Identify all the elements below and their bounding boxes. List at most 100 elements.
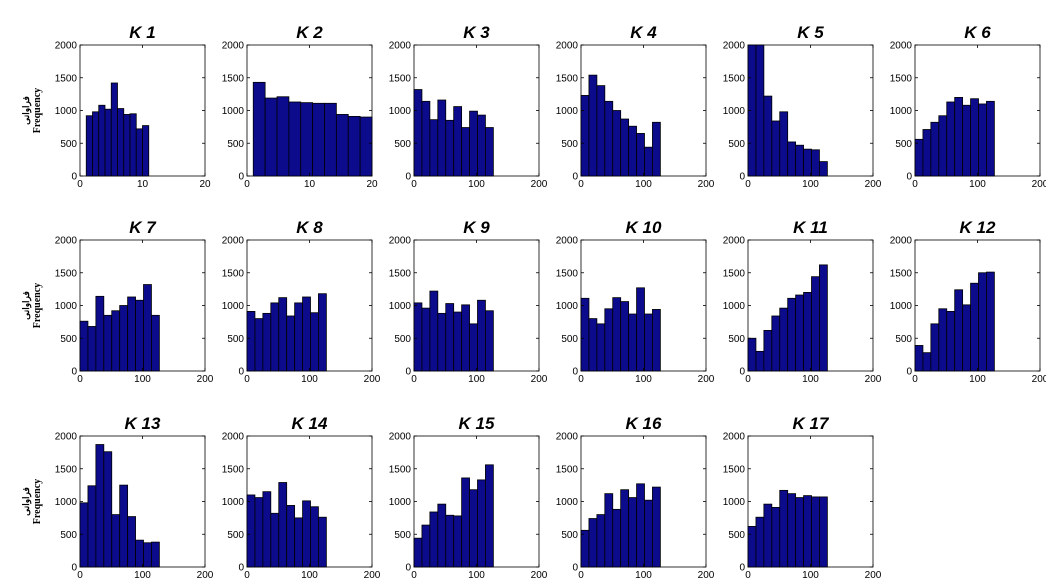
histogram-bar	[413, 302, 423, 372]
panel-title: K 6	[964, 23, 991, 42]
histogram-bar	[324, 102, 337, 177]
histogram-bar	[143, 542, 152, 568]
panel-title: K 9	[463, 218, 490, 237]
histogram-bar	[986, 100, 995, 177]
histogram-bar	[644, 146, 653, 177]
x-tick-label: 200	[865, 374, 882, 385]
histogram-bar	[310, 506, 319, 568]
histogram-bar	[938, 115, 948, 177]
histogram-bar	[922, 352, 932, 372]
histogram-bar	[312, 102, 325, 177]
histogram-bar	[636, 133, 645, 177]
histogram-bar	[469, 489, 478, 568]
x-tick-label: 200	[197, 570, 214, 581]
histogram-bar	[755, 516, 765, 568]
histogram-bar	[104, 108, 112, 177]
histogram-bar	[262, 312, 272, 372]
histogram-bar	[469, 110, 478, 177]
histogram-bar	[819, 496, 828, 568]
y-tick-label: 500	[895, 334, 912, 345]
y-tick-label: 2000	[389, 41, 412, 52]
histogram-bar	[135, 539, 144, 568]
histogram-bar	[779, 489, 789, 568]
y-tick-label: 1500	[556, 73, 579, 84]
histogram-bar	[445, 303, 455, 372]
histogram-bar	[779, 111, 789, 177]
histogram-bar	[262, 491, 272, 568]
histogram-bar	[103, 314, 113, 372]
histogram-bar	[302, 296, 311, 372]
histogram-bar	[803, 495, 812, 568]
panel-title: K 7	[129, 218, 157, 237]
histogram-bar	[485, 127, 494, 177]
histogram-bar	[429, 290, 439, 372]
histogram-bar	[787, 297, 797, 372]
panel-k6: K 6 0 500 1000 1500 2000 0 100 200	[890, 23, 1046, 190]
y-tick-label: 500	[227, 139, 244, 150]
x-tick-label: 0	[578, 570, 584, 581]
histogram-bar	[278, 482, 288, 568]
y-tick-label: 1500	[389, 73, 412, 84]
y-tick-label: 1000	[890, 301, 913, 312]
y-axis-label-frequency: Frequency	[32, 88, 43, 133]
y-tick-label: 0	[405, 172, 411, 183]
y-tick-label: 2000	[556, 432, 579, 443]
y-tick-label: 1000	[55, 106, 78, 117]
x-tick-label: 0	[411, 374, 417, 385]
histogram-bar	[95, 444, 105, 568]
x-tick-label: 100	[468, 374, 485, 385]
histogram-bar	[604, 308, 614, 372]
histogram-bar	[588, 518, 598, 568]
x-tick-label: 100	[969, 179, 986, 190]
y-tick-label: 1500	[55, 464, 78, 475]
histogram-bar	[644, 499, 653, 568]
histogram-bar	[127, 296, 136, 372]
histogram-bar	[580, 95, 590, 177]
y-tick-label: 2000	[723, 41, 746, 52]
x-tick-label: 0	[912, 374, 918, 385]
panel-title: K 12	[960, 218, 996, 237]
x-tick-label: 0	[244, 570, 250, 581]
y-tick-label: 0	[906, 172, 912, 183]
histogram-bar	[938, 308, 948, 372]
panel-title: K 14	[292, 414, 328, 433]
histogram-bar	[445, 119, 455, 177]
histogram-bar	[437, 99, 447, 177]
histogram-bar	[300, 102, 314, 177]
histogram-bar	[930, 323, 940, 372]
histogram-bar	[302, 500, 311, 568]
panel-title: K 8	[296, 218, 323, 237]
panel-k2: K 2 0 500 1000 1500 2000 0 10 20	[222, 23, 378, 190]
x-tick-label: 100	[802, 570, 819, 581]
panel-k8: K 8 0 500 1000 1500 2000 0 100 200	[222, 218, 381, 385]
x-tick-label: 0	[745, 179, 751, 190]
histogram-bar	[620, 301, 630, 372]
y-tick-label: 2000	[890, 236, 913, 247]
y-tick-label: 0	[572, 172, 578, 183]
y-tick-label: 1000	[556, 497, 579, 508]
y-tick-label: 0	[405, 563, 411, 574]
histogram-bar	[477, 299, 486, 372]
x-tick-label: 0	[77, 374, 83, 385]
y-tick-label: 0	[238, 367, 244, 378]
y-tick-label: 500	[561, 530, 578, 541]
y-tick-label: 0	[572, 367, 578, 378]
histogram-bar	[922, 129, 932, 177]
y-tick-label: 0	[405, 367, 411, 378]
histogram-bar	[962, 104, 971, 177]
panel-title: K 5	[797, 23, 824, 42]
histogram-bar	[278, 297, 288, 372]
x-tick-label: 0	[244, 179, 250, 190]
x-tick-label: 100	[802, 374, 819, 385]
x-tick-label: 200	[364, 570, 381, 581]
y-axis-label-persian: فراوانی	[21, 96, 32, 125]
histogram-bar	[294, 302, 303, 372]
histogram-bar	[477, 114, 486, 177]
x-tick-label: 0	[77, 570, 83, 581]
y-tick-label: 2000	[723, 236, 746, 247]
x-tick-label: 200	[1032, 179, 1046, 190]
histogram-bar	[135, 128, 143, 177]
